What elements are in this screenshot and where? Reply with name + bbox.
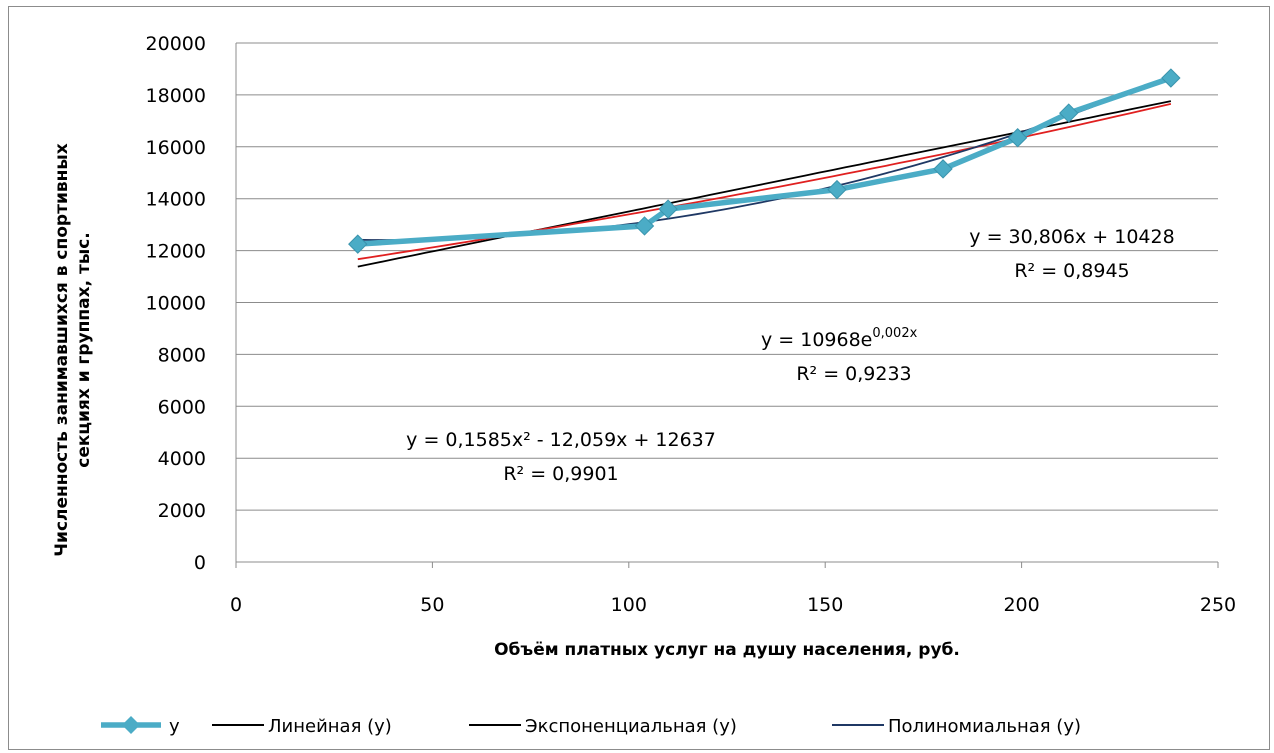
x-axis-title: Объём платных услуг на душу населения, р… (494, 640, 960, 660)
chart-svg: 0200040006000800010000120001400016000180… (52, 33, 1236, 737)
x-tick-label-100: 100 (611, 594, 647, 616)
x-tick-label-200: 200 (1003, 594, 1039, 616)
data-point (827, 179, 847, 200)
y-tick-label-10000: 10000 (146, 293, 206, 315)
legend: y Линейная (y) Экспоненциальная (y) Полином… (101, 716, 1081, 737)
data-point (933, 159, 953, 179)
series-y (348, 68, 1181, 254)
exponential-equation-base: y = 10968e (761, 329, 872, 351)
y-tick-label-4000: 4000 (158, 448, 206, 470)
data-point (658, 199, 678, 219)
linear-equation: y = 30,806x + 10428 (969, 226, 1174, 248)
legend-marker-y (122, 716, 140, 734)
x-tick-label-150: 150 (807, 594, 843, 616)
x-tick-label-250: 250 (1200, 594, 1236, 616)
y-tick-label-16000: 16000 (146, 137, 206, 159)
polynomial-equation: y = 0,1585x² - 12,059x + 12637 (406, 429, 716, 451)
data-point (634, 216, 655, 236)
exponential-r2: R² = 0,9233 (796, 363, 911, 385)
x-axis-ticks: 0 50 100 150 200 250 (230, 562, 1236, 616)
gridlines (235, 42, 1218, 563)
y-axis-ticks: 0 2000 4000 6000 8000 10000 12000 14000 16000 180… (146, 33, 206, 574)
exponential-equation-power: 0,002x (872, 326, 917, 341)
x-tick-label-50: 50 (420, 594, 444, 616)
x-tick-label-0: 0 (230, 594, 242, 616)
y-tick-label-8000: 8000 (158, 344, 206, 366)
data-point (1161, 68, 1181, 88)
series-line-y (357, 75, 1172, 247)
trendline-polynomial (357, 74, 1172, 241)
y-tick-label-0: 0 (194, 552, 206, 574)
y-tick-label-18000: 18000 (146, 85, 206, 107)
linear-r2: R² = 0,8945 (1014, 260, 1129, 282)
y-axis-title-line2: секциях и группах, тыс. (74, 232, 94, 468)
y-axis-title-line1: Численность занимавшихся в спортивных (52, 143, 72, 556)
data-point (348, 234, 368, 254)
exponential-equation: y = 10968e0,002x (761, 326, 918, 351)
legend-polynomial-label: Полиномиальная (y) (888, 716, 1081, 737)
data-point (1059, 103, 1079, 123)
y-tick-label-12000: 12000 (146, 241, 206, 263)
y-tick-label-6000: 6000 (158, 396, 206, 418)
y-tick-label-20000: 20000 (146, 33, 206, 55)
data-point (1007, 128, 1028, 148)
legend-linear-label: Линейная (y) (268, 716, 392, 737)
legend-exponential-label: Экспоненциальная (y) (525, 716, 737, 737)
legend-label-y: y (169, 716, 180, 737)
chart-frame: 0 2000 4000 6000 8000 10000 12000 14000 16000 180… (8, 6, 1270, 750)
y-tick-label-14000: 14000 (146, 189, 206, 211)
polynomial-r2: R² = 0,9901 (503, 463, 618, 485)
y-tick-label-2000: 2000 (158, 500, 206, 522)
